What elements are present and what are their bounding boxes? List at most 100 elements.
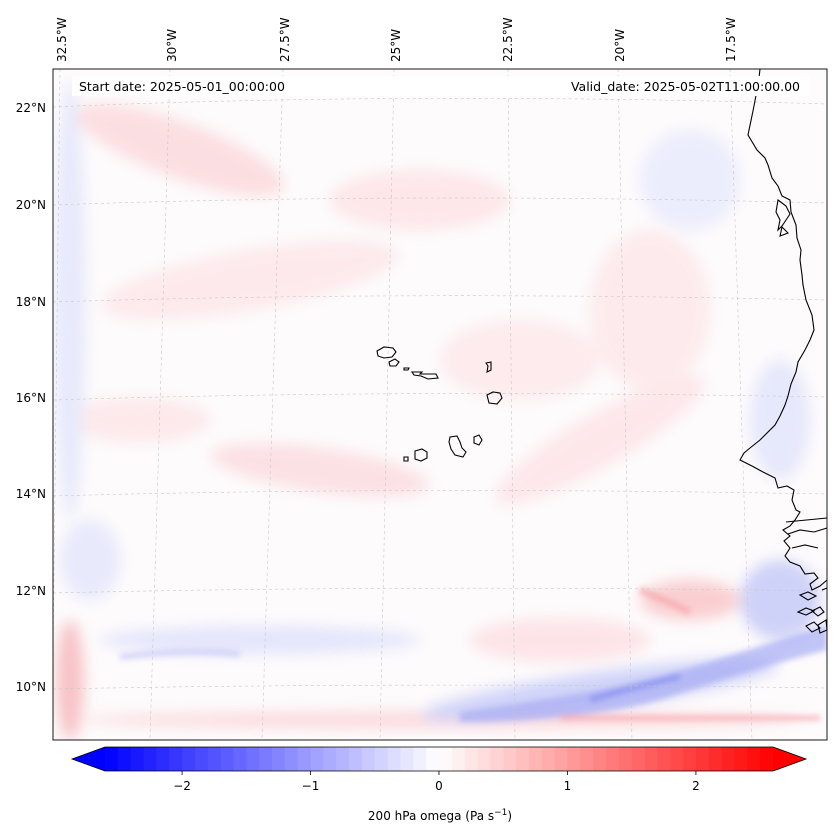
colorbar-cell: [747, 747, 761, 771]
colorbar-cell: [169, 747, 183, 771]
colorbar-cell: [631, 747, 646, 771]
lon-label: 30°W: [165, 29, 179, 62]
colorbar-cell: [541, 747, 556, 771]
island-fogo: [414, 448, 428, 462]
colorbar-cell: [374, 747, 389, 771]
island-santiago: [448, 435, 467, 458]
coastline: [739, 68, 828, 634]
colorbar-cell: [207, 747, 222, 771]
colorbar-cell: [323, 747, 337, 771]
colorbar-cell: [246, 747, 260, 771]
colorbar-ticks: −2 −1 0 1 2: [173, 771, 700, 793]
colorbar-cell: [233, 747, 247, 771]
lat-label: 20°N: [16, 198, 46, 212]
colorbar-cell: [220, 747, 235, 771]
island-maio: [473, 434, 483, 446]
colorbar-cell: [567, 747, 581, 771]
cape-verde-islands: [376, 346, 503, 462]
colorbar-cells: [105, 747, 774, 771]
lat-label: 10°N: [16, 680, 46, 694]
island-sao-nicolau: [410, 371, 439, 380]
header: Start date: 2025-05-01_00:00:00 Valid_da…: [72, 76, 810, 96]
colorbar-cell: [284, 747, 299, 771]
colorbar-cell: [336, 747, 350, 771]
lat-label: 14°N: [16, 487, 46, 501]
colorbar-cell: [439, 747, 453, 771]
colorbar-extend-min: [72, 747, 105, 771]
lon-label: 25°W: [389, 29, 403, 62]
colorbar-cell: [272, 747, 286, 771]
colorbar-cell: [683, 747, 697, 771]
map-panel: [52, 68, 828, 741]
island-boa-vista: [486, 391, 503, 405]
colorbar-cell: [130, 747, 145, 771]
colorbar-extend-max: [773, 747, 806, 771]
lat-label: 18°N: [16, 295, 46, 309]
lon-axis-labels: 32.5°W 30°W 27.5°W 25°W 22.5°W 20°W 17.5…: [55, 17, 738, 62]
lon-label: 32.5°W: [55, 17, 69, 62]
colorbar-cell: [734, 747, 748, 771]
colorbar-cell: [760, 747, 774, 771]
colorbar-cell: [387, 747, 402, 771]
colorbar-cell: [182, 747, 196, 771]
colorbar-label: 200 hPa omega (Pa s−1): [368, 808, 512, 823]
lon-label: 27.5°W: [278, 17, 292, 62]
lon-label: 20°W: [613, 29, 627, 62]
lon-label: 17.5°W: [724, 17, 738, 62]
colorbar-cell: [657, 747, 671, 771]
colorbar-cell: [361, 747, 376, 771]
colorbar-cell: [528, 747, 543, 771]
colorbar-cell: [297, 747, 312, 771]
lat-label: 22°N: [16, 101, 46, 115]
colorbar-cell: [426, 747, 440, 771]
map-frame: [52, 68, 828, 741]
colorbar-tick-label: 1: [564, 779, 572, 793]
colorbar-tick-label: −1: [302, 779, 320, 793]
colorbar-cell: [593, 747, 607, 771]
island-sao-vicente: [388, 358, 400, 367]
island-santa-luzia: [403, 367, 410, 371]
omega-field: [54, 80, 827, 740]
colorbar: −2 −1 0 1 2 200 hPa omega (Pa s−1): [70, 746, 808, 823]
colorbar-cell: [413, 747, 427, 771]
colorbar-cell: [143, 747, 157, 771]
header-box: [72, 76, 810, 96]
colorbar-cell: [554, 747, 569, 771]
colorbar-cell: [400, 747, 414, 771]
lat-label: 16°N: [16, 391, 46, 405]
colorbar-cell: [349, 747, 363, 771]
colorbar-cell: [670, 747, 684, 771]
colorbar-cell: [695, 747, 710, 771]
colorbar-tick-label: 0: [435, 779, 443, 793]
colorbar-cell: [580, 747, 594, 771]
colorbar-cell: [644, 747, 658, 771]
colorbar-tick-label: 2: [692, 779, 700, 793]
colorbar-cell: [516, 747, 530, 771]
colorbar-outline: [70, 746, 808, 772]
colorbar-cell: [708, 747, 723, 771]
colorbar-cell: [105, 747, 119, 771]
valid-date-label: Valid_date: 2025-05-02T11:00:00.00: [571, 79, 800, 94]
island-sal: [485, 361, 492, 373]
island-santo-antao: [376, 346, 397, 359]
colorbar-cell: [490, 747, 504, 771]
colorbar-cell: [194, 747, 209, 771]
colorbar-cell: [310, 747, 324, 771]
colorbar-cell: [451, 747, 466, 771]
colorbar-cell: [721, 747, 736, 771]
colorbar-cell: [606, 747, 620, 771]
colorbar-cell: [117, 747, 132, 771]
lon-label: 22.5°W: [501, 17, 515, 62]
lat-axis-labels: 22°N 20°N 18°N 16°N 14°N 12°N 10°N: [16, 101, 46, 694]
colorbar-cell: [464, 747, 479, 771]
colorbar-cell: [477, 747, 491, 771]
colorbar-cell: [618, 747, 633, 771]
colorbar-cell: [259, 747, 273, 771]
colorbar-tick-label: −2: [173, 779, 191, 793]
colorbar-cell: [156, 747, 170, 771]
colorbar-cell: [503, 747, 517, 771]
lat-label: 12°N: [16, 584, 46, 598]
island-brava: [403, 456, 409, 462]
start-date-label: Start date: 2025-05-01_00:00:00: [79, 79, 285, 94]
